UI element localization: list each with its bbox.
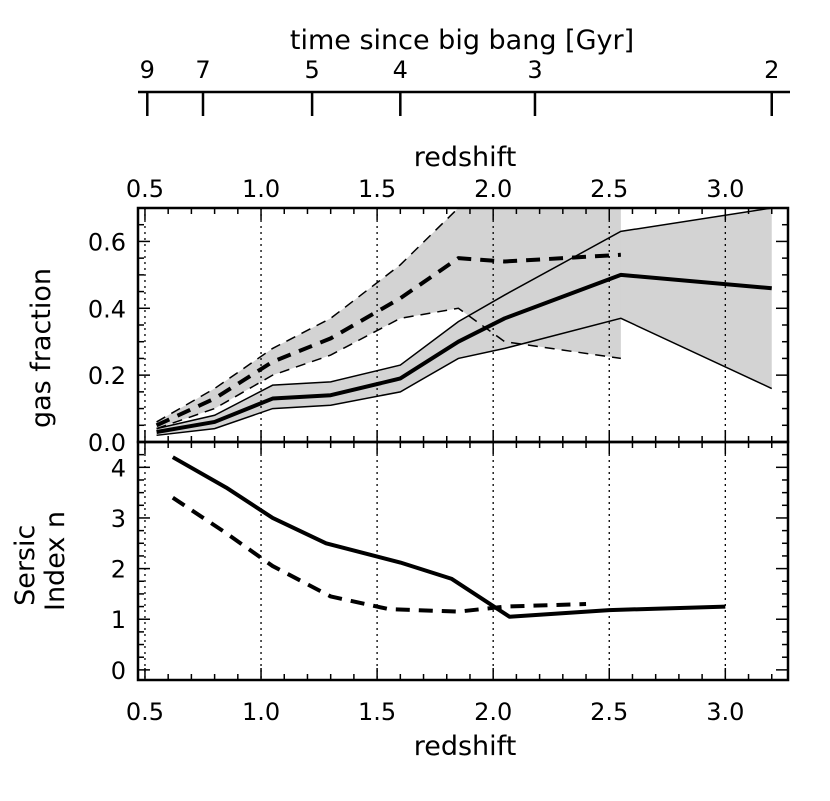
sersic-ylabel-line2: Index n: [40, 511, 71, 611]
time-tick-label-4: 3: [527, 56, 542, 84]
redshift-top-label-4: 2.5: [590, 175, 628, 203]
sersic-ytick-label-0: 0: [111, 657, 126, 685]
gas-fraction-ytick-label-0: 0.0: [88, 429, 126, 457]
gas-fraction-solid-band-upper: [156, 207, 772, 430]
sersic-line-dashed: [171, 496, 587, 614]
time-axis: time since big bang [Gyr] 9 7 5 4 3 2: [138, 25, 790, 116]
time-tick-label-3: 4: [393, 56, 408, 84]
gas-fraction-ytick-label-2: 0.4: [88, 295, 126, 323]
redshift-top-label-2: 1.5: [358, 175, 396, 203]
sersic-line-solid: [171, 455, 726, 619]
gas-fraction-dashed-band-lower: [156, 307, 621, 430]
time-tick-label-0: 9: [140, 56, 155, 84]
sersic-ytick-label-1: 1: [111, 606, 126, 634]
time-tick-label-5: 2: [764, 56, 779, 84]
sersic-index-panel: 0 1 2 3 4 Sersic Index n: [10, 440, 790, 685]
sersic-index-frame: [136, 440, 790, 682]
redshift-top-label-0: 0.5: [126, 175, 164, 203]
redshift-bottom-label-3: 2.0: [474, 698, 512, 726]
gas-fraction-solid-band-lower: [156, 317, 773, 437]
gas-fraction-line-dashed: [155, 252, 621, 428]
sersic-index-ylabel: Sersic Index n: [10, 511, 71, 611]
sersic-ytick-label-4: 4: [111, 454, 126, 482]
redshift-bottom-label-2: 1.5: [358, 698, 396, 726]
redshift-bottom-label-0: 0.5: [126, 698, 164, 726]
redshift-bottom-label-5: 3.0: [706, 698, 744, 726]
sersic-ytick-label-2: 2: [111, 556, 126, 584]
time-tick-label-1: 7: [195, 56, 210, 84]
redshift-axis-title-bottom: redshift: [414, 731, 517, 762]
gas-fraction-line-solid: [156, 272, 772, 434]
sersic-ytick-label-3: 3: [111, 505, 126, 533]
redshift-top-label-1: 1.0: [242, 175, 280, 203]
gas-fraction-panel: 0.0 0.2 0.4 0.6 gas fraction: [26, 206, 790, 457]
redshift-bottom-label-4: 2.5: [590, 698, 628, 726]
time-axis-title: time since big bang [Gyr]: [290, 25, 634, 56]
gas-fraction-ytick-label-3: 0.6: [88, 228, 126, 256]
redshift-bottom-label-1: 1.0: [242, 698, 280, 726]
gas-fraction-ytick-label-1: 0.2: [88, 362, 126, 390]
redshift-axis-title-top: redshift: [414, 142, 517, 173]
redshift-top-label-3: 2.0: [474, 175, 512, 203]
redshift-top-label-5: 3.0: [706, 175, 744, 203]
time-tick-label-2: 5: [304, 56, 319, 84]
sersic-ylabel-line1: Sersic: [10, 525, 41, 606]
gas-fraction-band-dashed: [156, 208, 621, 429]
gas-fraction-ylabel: gas fraction: [26, 268, 57, 428]
